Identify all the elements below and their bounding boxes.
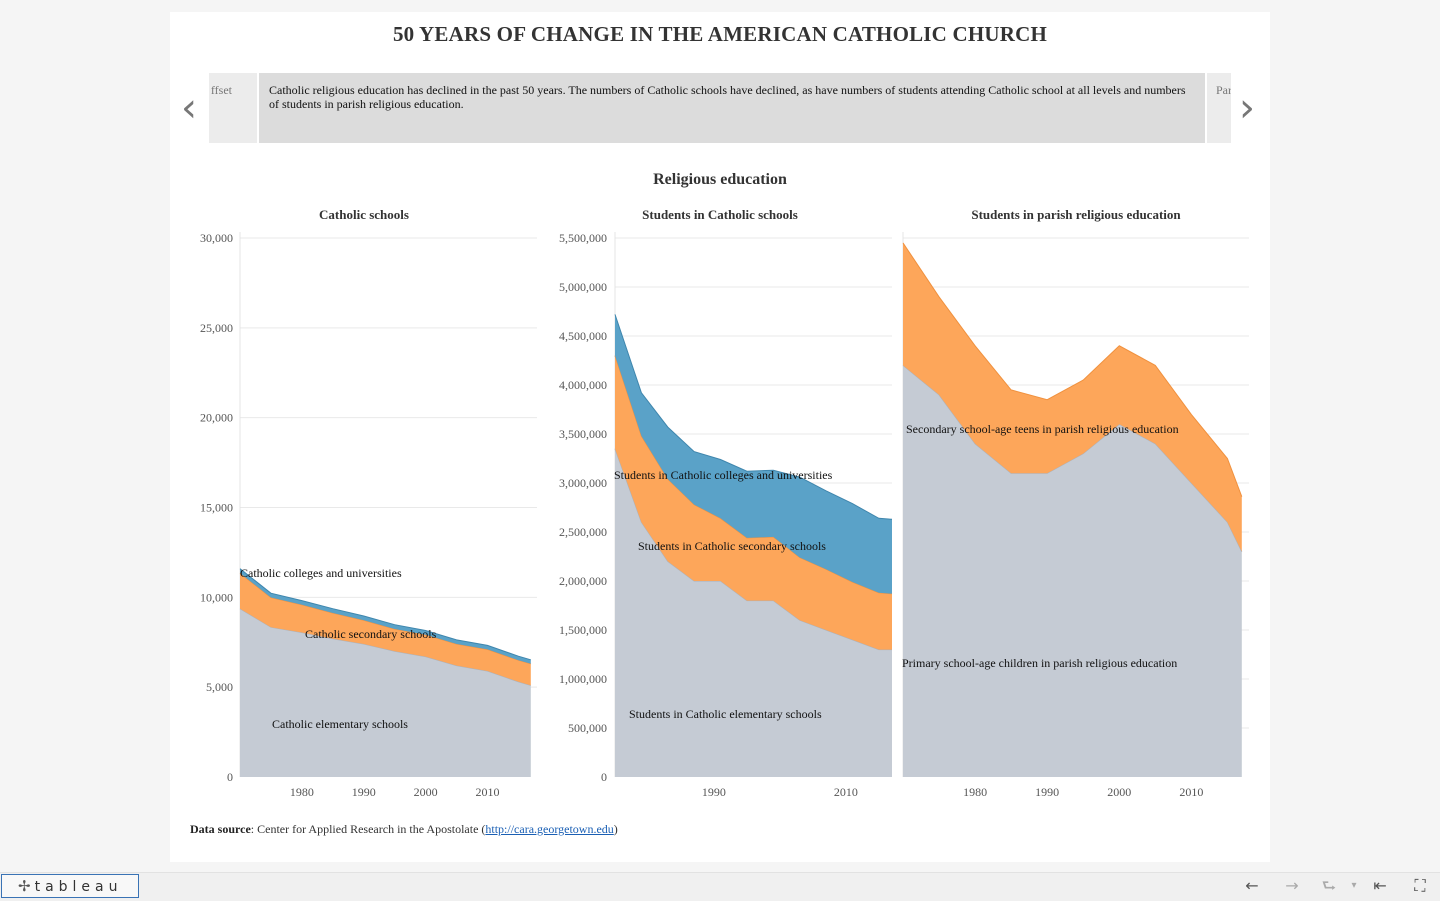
chevron-left-icon: ‹ — [181, 85, 197, 131]
area-elementary[interactable] — [240, 608, 531, 777]
y-tick-label: 3,500,000 — [559, 427, 607, 441]
y-tick-label: 4,500,000 — [559, 329, 607, 343]
y-tick-label: 5,500,000 — [559, 231, 607, 245]
y-tick-label: 20,000 — [200, 411, 233, 425]
series-label-college: Catholic colleges and universities — [240, 566, 402, 580]
data-source-link[interactable]: http://cara.georgetown.edu — [485, 822, 614, 836]
tableau-toolbar: ✢ tableau ← → ⮑ ▾ ⇤ ⛶ — [0, 872, 1440, 901]
data-source-label: Data source — [190, 822, 251, 836]
y-tick-label: 2,500,000 — [559, 525, 607, 539]
revert-dropdown-icon[interactable]: ▾ — [1351, 880, 1357, 891]
x-tick-label: 2010 — [834, 785, 858, 799]
redo-icon[interactable]: → — [1285, 876, 1299, 895]
y-tick-label: 0 — [227, 770, 233, 784]
chevron-right-icon: › — [1239, 85, 1255, 131]
y-tick-label: 2,000,000 — [559, 574, 607, 588]
x-tick-label: 1980 — [963, 785, 987, 799]
tableau-logo-text: tableau — [34, 879, 123, 895]
series-label-secondary: Catholic secondary schools — [305, 627, 437, 641]
x-tick-label: 2000 — [414, 785, 438, 799]
series-label-elementary: Students in Catholic elementary schools — [629, 707, 822, 721]
y-tick-label: 1,000,000 — [559, 672, 607, 686]
reset-icon[interactable]: ⇤ — [1373, 876, 1387, 895]
x-tick-label: 2010 — [476, 785, 500, 799]
y-tick-label: 4,000,000 — [559, 378, 607, 392]
dashboard-title: 50 YEARS OF CHANGE IN THE AMERICAN CATHO… — [392, 22, 1048, 46]
chart-2: Students in Catholic schools 0 500,000 1,00… — [559, 207, 893, 799]
series-label-elementary: Catholic elementary schools — [272, 717, 408, 731]
x-tick-label: 2000 — [1107, 785, 1131, 799]
area-edge-college — [239, 568, 531, 661]
y-tick-label: 0 — [601, 770, 607, 784]
y-tick-label: 10,000 — [200, 590, 233, 604]
x-tick-label: 1980 — [290, 785, 314, 799]
y-tick-label: 30,000 — [200, 231, 233, 245]
story-point-prev[interactable]: ffset — [209, 73, 257, 143]
area-secondary[interactable] — [903, 242, 1242, 552]
story-point-next-label: Par — [1216, 83, 1231, 97]
story-point-current[interactable]: Catholic religious education has decline… — [259, 73, 1205, 143]
section-title: Religious education — [653, 171, 787, 188]
story-point-next[interactable]: Par — [1207, 73, 1231, 143]
story-next-button[interactable]: › — [1232, 83, 1262, 133]
x-tick-label: 2010 — [1179, 785, 1203, 799]
x-tick-label: 1990 — [1035, 785, 1059, 799]
y-tick-label: 15,000 — [200, 501, 233, 515]
undo-icon[interactable]: ← — [1245, 876, 1259, 895]
chart-3: Students in parish religious education 19… — [902, 207, 1249, 799]
chart-title: Students in Catholic schools — [642, 207, 798, 222]
story-point-prev-label: ffset — [210, 83, 232, 97]
area-edge-secondary — [902, 242, 1243, 497]
data-source-text: : Center for Applied Research in the Apo… — [250, 822, 486, 836]
area-edge-college — [614, 314, 893, 520]
charts-canvas: Religious education Catholic schools 0 5,0… — [200, 171, 1249, 799]
chart-title: Catholic schools — [319, 207, 409, 222]
revert-icon[interactable]: ⮑ — [1321, 876, 1337, 895]
tableau-logo-icon: ✢ — [18, 877, 31, 895]
area-college[interactable] — [240, 568, 531, 664]
y-tick-label: 25,000 — [200, 321, 233, 335]
story-point-caption: Catholic religious education has decline… — [269, 83, 1186, 111]
series-label-secondary: Students in Catholic secondary schools — [638, 539, 826, 553]
area-college[interactable] — [615, 314, 892, 594]
y-tick-label: 3,000,000 — [559, 476, 607, 490]
y-tick-label: 5,000,000 — [559, 280, 607, 294]
data-source: Data source: Center for Applied Research… — [190, 822, 618, 837]
area-secondary[interactable] — [240, 573, 531, 686]
area-elementary[interactable] — [903, 365, 1242, 777]
series-label-college: Students in Catholic colleges and univer… — [614, 468, 833, 482]
chart-1: Catholic schools 0 5,000 10,000 15,000 20,000… — [200, 207, 537, 799]
series-label-elementary: Primary school-age children in parish re… — [902, 656, 1177, 670]
area-elementary[interactable] — [615, 448, 892, 777]
y-tick-label: 500,000 — [568, 721, 607, 735]
x-tick-label: 1990 — [702, 785, 726, 799]
series-label-secondary: Secondary school-age teens in parish rel… — [906, 422, 1179, 436]
tableau-logo-button[interactable]: ✢ tableau — [1, 874, 139, 898]
data-source-close: ) — [613, 822, 618, 836]
story-prev-button[interactable]: ‹ — [174, 83, 204, 133]
y-tick-label: 5,000 — [206, 680, 233, 694]
fullscreen-icon[interactable]: ⛶ — [1414, 876, 1426, 895]
x-tick-label: 1990 — [352, 785, 376, 799]
y-tick-label: 1,500,000 — [559, 623, 607, 637]
chart-title: Students in parish religious education — [971, 207, 1181, 222]
area-secondary[interactable] — [615, 355, 892, 650]
